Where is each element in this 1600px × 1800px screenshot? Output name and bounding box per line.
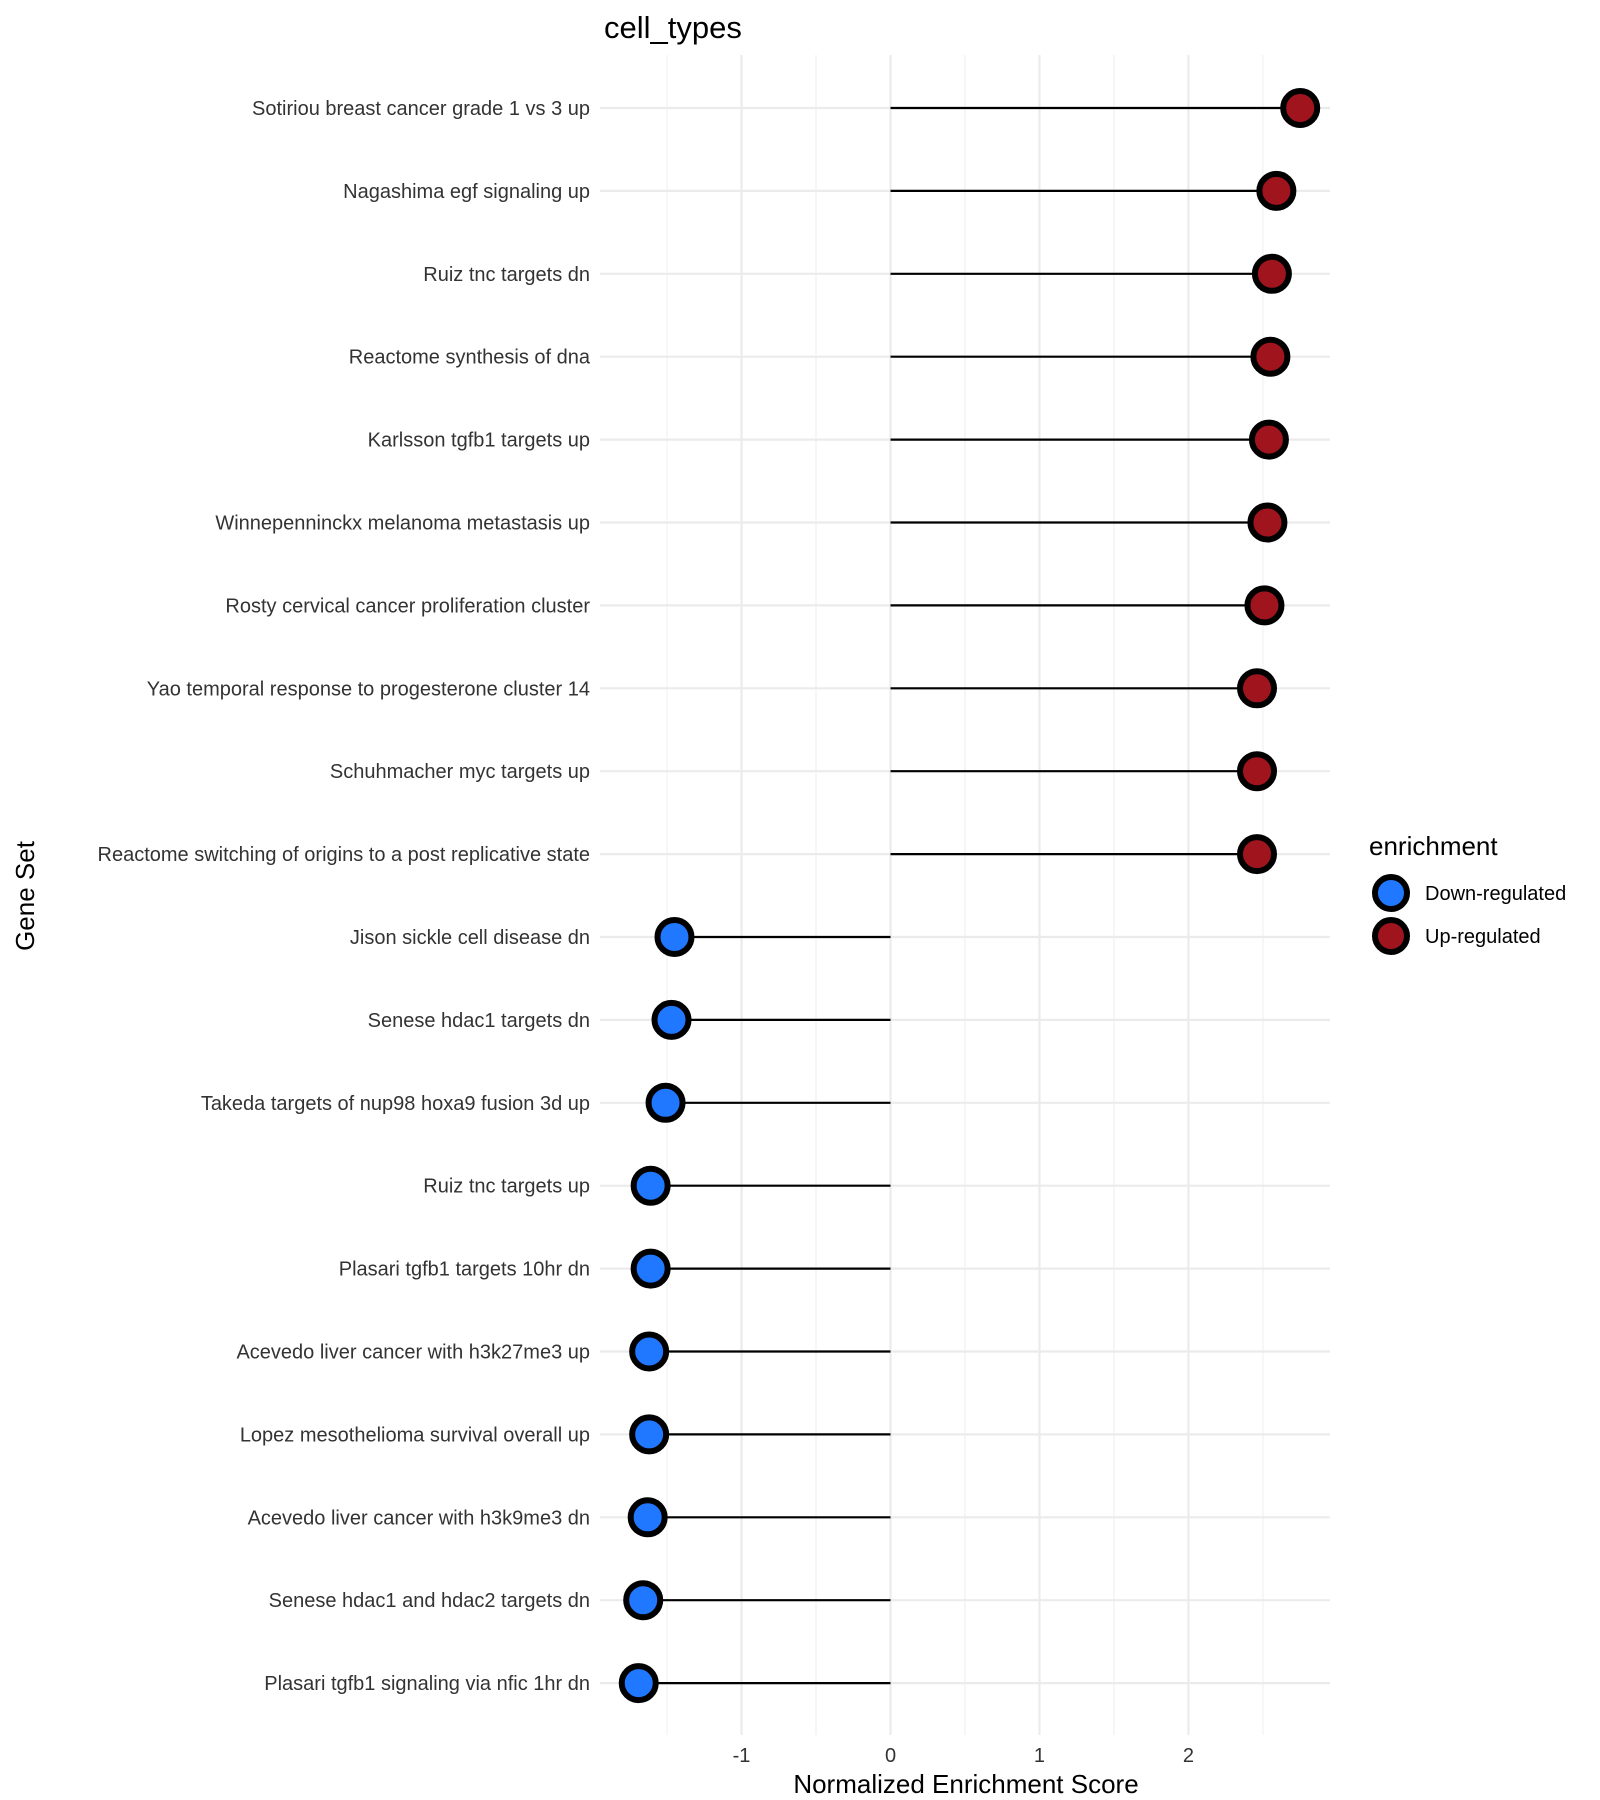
y-tick-label: Nagashima egf signaling up (343, 181, 590, 203)
y-tick-label: Ruiz tnc targets up (423, 1176, 590, 1198)
lollipop-point (1248, 419, 1289, 460)
x-tick-label: -1 (733, 1745, 751, 1767)
y-tick-label: Jison sickle cell disease dn (350, 927, 590, 949)
lollipop-point (618, 1663, 659, 1704)
lollipop-point (630, 1248, 671, 1289)
lollipop-point (1237, 668, 1277, 709)
y-tick-label: Acevedo liver cancer with h3k9me3 dn (248, 1507, 590, 1529)
y-tick-label: Plasari tgfb1 signaling via nfic 1hr dn (264, 1673, 590, 1695)
legend-key (1372, 917, 1410, 955)
x-tick-label: 0 (885, 1745, 896, 1767)
y-tick-label: Takeda targets of nup98 hoxa9 fusion 3d … (201, 1093, 590, 1115)
y-tick-label: Karlsson tgfb1 targets up (368, 430, 590, 452)
x-tick-label: 1 (1034, 1745, 1045, 1767)
lollipop-point (1280, 88, 1321, 128)
y-tick-label: Yao temporal response to progesterone cl… (147, 678, 590, 700)
grid (600, 55, 1330, 1735)
lollipop-point (629, 1414, 670, 1455)
y-tick-label: Schuhmacher myc targets up (330, 761, 590, 783)
legend-key (1372, 874, 1410, 912)
y-tick-label: Lopez mesothelioma survival overall up (240, 1424, 590, 1446)
dots (618, 88, 1321, 1704)
lollipop-point (623, 1580, 664, 1621)
chart-title: cell_types (604, 10, 742, 45)
lollipop-point (627, 1497, 668, 1538)
x-tick-labels: -1 0 1 2 (733, 1745, 1194, 1767)
lollipop-point (1256, 170, 1297, 211)
legend-label: Up-regulated (1425, 926, 1541, 948)
y-axis-title: Gene Set (10, 840, 40, 951)
y-tick-label: Acevedo liver cancer with h3k27me3 up (236, 1342, 590, 1364)
x-axis-title: Normalized Enrichment Score (793, 1769, 1138, 1799)
lollipop-point (1237, 751, 1277, 792)
lollipop-point (1250, 336, 1291, 377)
y-tick-label: Plasari tgfb1 targets 10hr dn (339, 1259, 590, 1281)
lollipop-point (1244, 585, 1285, 626)
y-tick-label: Winnepenninckx melanoma metastasis up (215, 513, 590, 535)
y-tick-label: Senese hdac1 and hdac2 targets dn (269, 1590, 590, 1612)
lollipop-point (1237, 834, 1277, 875)
y-tick-labels: Sotiriou breast cancer grade 1 vs 3 up Na… (98, 98, 591, 1695)
lollipop-point (651, 999, 692, 1040)
lollipop-point (630, 1165, 671, 1206)
x-tick-label: 2 (1183, 1745, 1194, 1767)
lollipop-point (645, 1082, 686, 1123)
y-tick-label: Ruiz tnc targets dn (423, 264, 590, 286)
lollipop-point (654, 917, 695, 957)
lollipop-point (629, 1331, 670, 1372)
lollipop-point (1247, 502, 1288, 543)
stems (638, 106, 1301, 1685)
y-tick-label: Reactome switching of origins to a post … (98, 844, 590, 866)
legend: enrichment Down-regulated Up-regulated (1369, 831, 1566, 955)
legend-label: Down-regulated (1425, 883, 1566, 905)
lollipop-point (1251, 253, 1292, 294)
y-tick-label: Senese hdac1 targets dn (368, 1010, 590, 1032)
y-tick-label: Reactome synthesis of dna (349, 347, 591, 369)
legend-title: enrichment (1369, 831, 1498, 861)
y-tick-label: Rosty cervical cancer proliferation clus… (225, 595, 590, 617)
y-tick-label: Sotiriou breast cancer grade 1 vs 3 up (252, 98, 590, 120)
